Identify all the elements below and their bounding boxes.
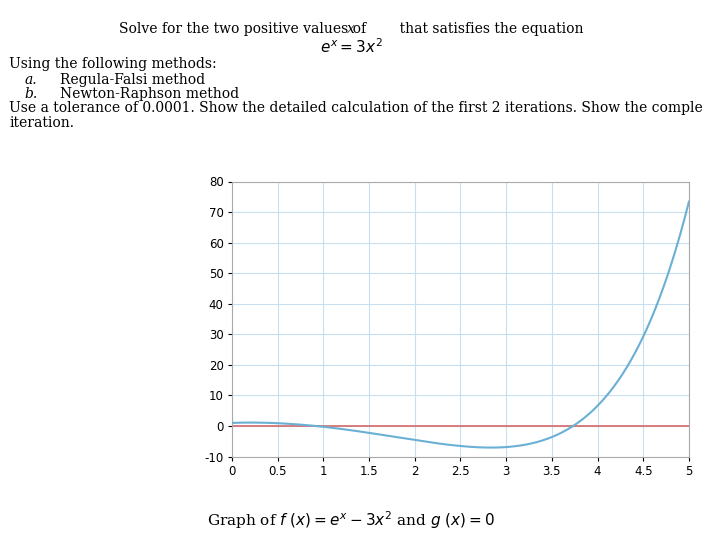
Text: Using the following methods:: Using the following methods: — [9, 57, 217, 71]
Text: Regula-Falsi method: Regula-Falsi method — [60, 73, 205, 86]
Text: a.: a. — [25, 73, 37, 86]
Text: b.: b. — [25, 87, 38, 101]
Text: iteration.: iteration. — [9, 116, 74, 130]
Text: Use a tolerance of 0.0001. Show the detailed calculation of the first 2 iteratio: Use a tolerance of 0.0001. Show the deta… — [9, 101, 703, 115]
Text: Solve for the two positive values of           that satisfies the equation: Solve for the two positive values of tha… — [120, 22, 583, 36]
Text: Newton-Raphson method: Newton-Raphson method — [60, 87, 239, 101]
Text: x: x — [347, 22, 354, 36]
Text: Graph of $f$ $(x) = e^x - 3x^2$ and $g$ $(x) = 0$: Graph of $f$ $(x) = e^x - 3x^2$ and $g$ … — [207, 509, 496, 531]
Text: $e^x = 3x^2$: $e^x = 3x^2$ — [320, 37, 383, 56]
